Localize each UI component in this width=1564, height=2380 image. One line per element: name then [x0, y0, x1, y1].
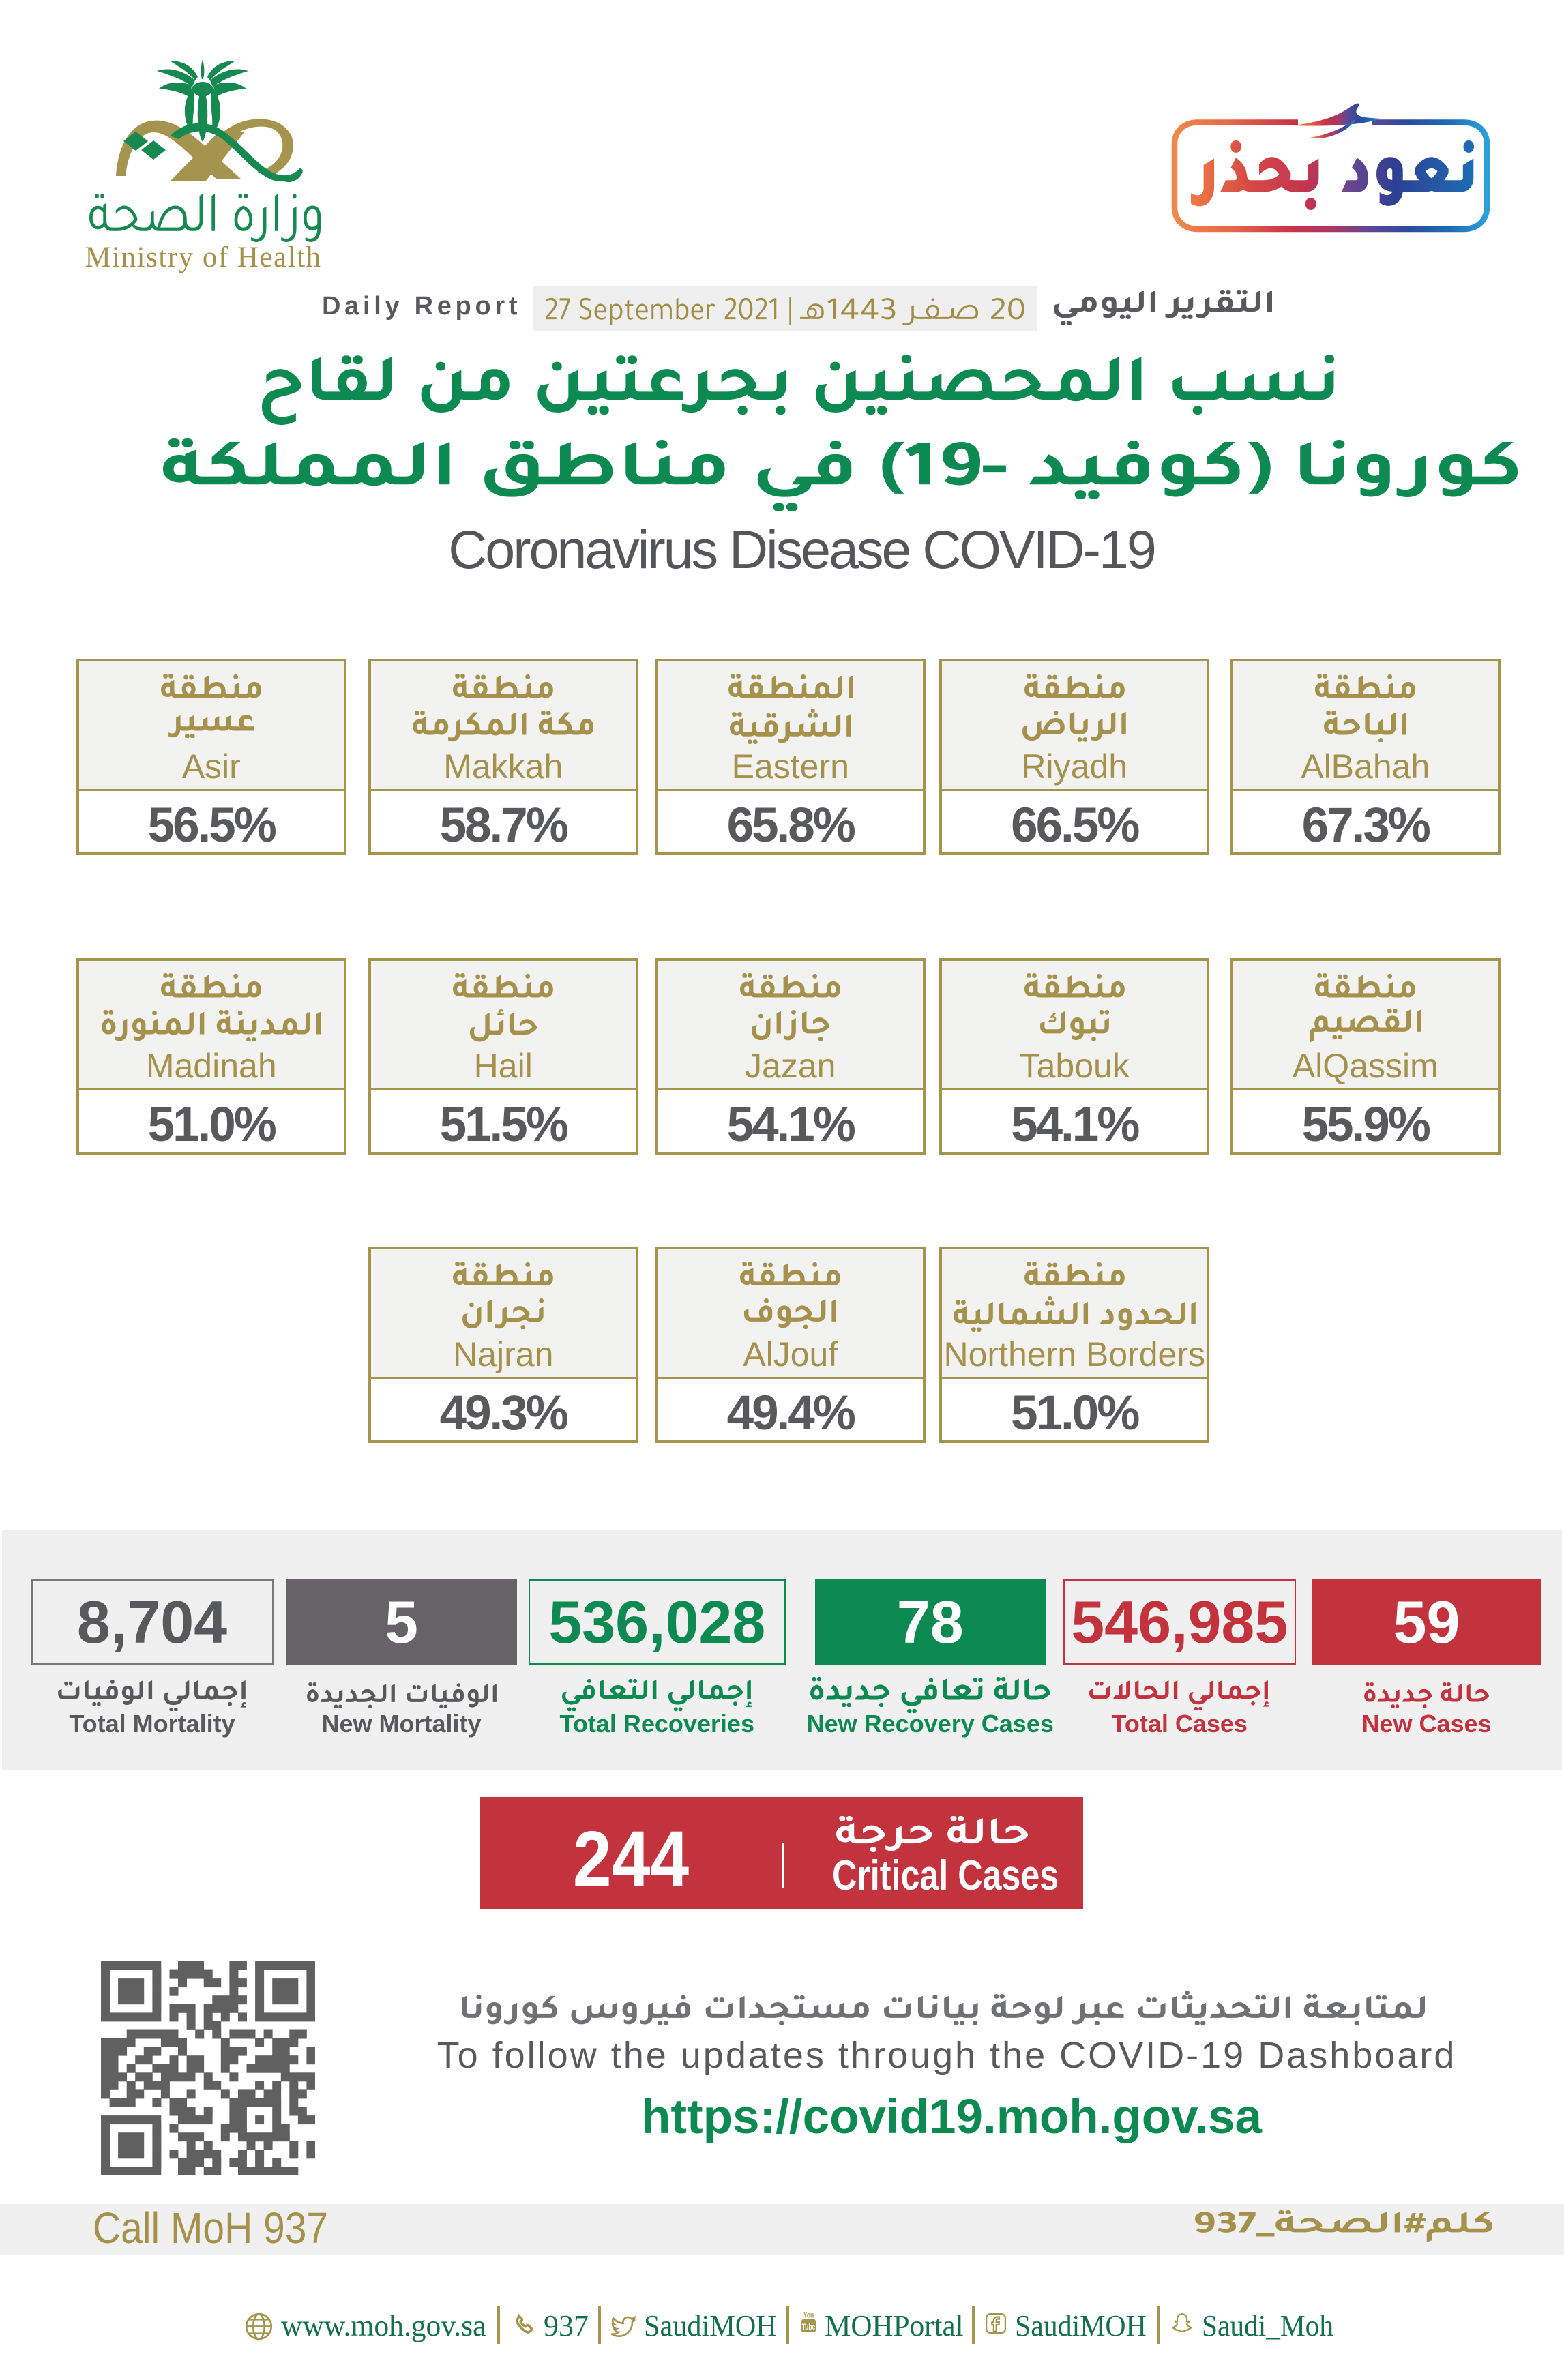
svg-text:You: You — [803, 2311, 814, 2320]
svg-text:Tube: Tube — [802, 2323, 816, 2332]
